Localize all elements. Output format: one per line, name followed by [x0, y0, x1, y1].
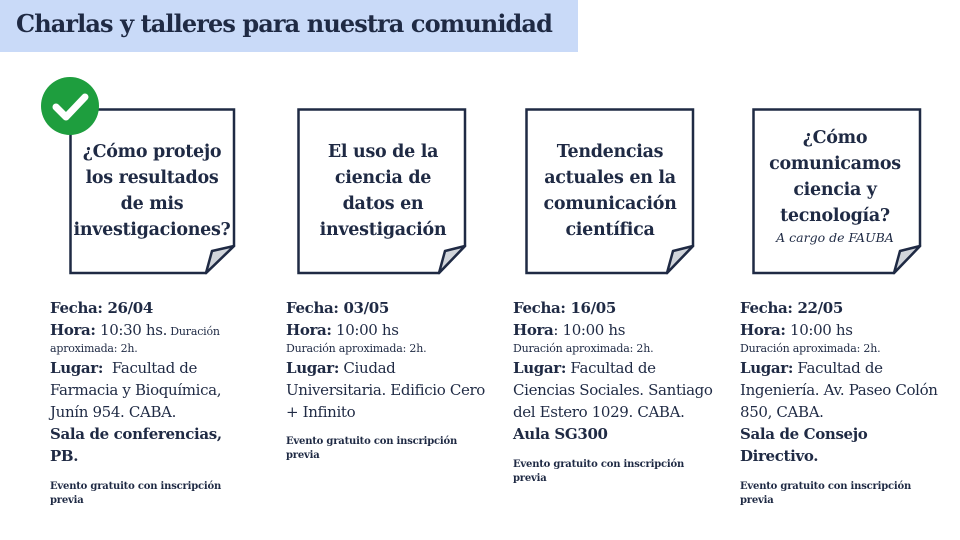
card-title-line: investigaciones?	[73, 220, 231, 240]
lugar-line: Lugar: Facultad de	[740, 357, 944, 379]
lugar-text: Facultad de	[793, 359, 883, 377]
lugar-label: Lugar:	[513, 359, 567, 377]
fecha-line: Fecha: 16/05	[513, 297, 717, 319]
card-title-line: ciencia de	[334, 168, 432, 188]
note-paper-icon	[525, 108, 695, 275]
hora-value: 10:30 hs.	[95, 321, 167, 339]
card-title-line: actuales en la	[544, 168, 676, 188]
fecha-value: 22/05	[792, 299, 843, 317]
duracion-line: Duración aproximada: 2h.	[740, 342, 881, 355]
talk-card-3: Tendencias actuales en la comunicación c…	[525, 108, 763, 275]
fecha-value: 03/05	[338, 299, 389, 317]
hora-label: Hora:	[286, 321, 332, 339]
sala-line: Sala de conferencias, PB.	[50, 425, 222, 465]
card-title-line: tecnología?	[780, 206, 890, 226]
card-title-line: científica	[565, 220, 655, 240]
sala-line: Sala de Consejo Directivo.	[740, 425, 868, 465]
card-title-block: Tendencias actuales en la comunicación c…	[527, 108, 693, 274]
fecha-line: Fecha: 22/05	[740, 297, 944, 319]
hora-line: Hora: 10:00 hs	[740, 319, 944, 341]
hora-line: Hora: 10:00 hs	[513, 319, 717, 341]
card-title-line: investigación	[319, 220, 447, 240]
duracion-line: Duración aproximada: 2h.	[286, 342, 427, 355]
card-title-line: ¿Cómo	[802, 128, 868, 148]
hora-line: Hora: 10:00 hs	[286, 319, 490, 341]
card-subtitle: A cargo de FAUBA	[776, 230, 894, 245]
hora-label: Hora:	[740, 321, 786, 339]
lugar-line: Universitaria. Edificio Cero	[286, 381, 485, 399]
card-title-line: de mis	[120, 194, 184, 214]
lugar-line: + Infinito	[286, 403, 356, 421]
card-title-line: comunicamos	[769, 154, 901, 174]
lugar-label: Lugar:	[50, 359, 104, 377]
page-title: Charlas y talleres para nuestra comunida…	[16, 9, 553, 38]
card-title-line: datos en	[342, 194, 424, 214]
fecha-line: Fecha: 26/04	[50, 297, 254, 319]
talk-details-1: Fecha: 26/04 Hora: 10:30 hs. Duración ap…	[50, 297, 254, 508]
lugar-line: Lugar: Facultad de	[50, 357, 254, 379]
hora-label: Hora:	[50, 321, 96, 339]
note-paper-icon	[69, 108, 236, 275]
card-title-line: Tendencias	[556, 142, 664, 162]
card-title-line: comunicación	[543, 194, 677, 214]
talk-details-4: Fecha: 22/05 Hora: 10:00 hs Duración apr…	[740, 297, 944, 508]
lugar-line: Farmacia y Bioquímica,	[50, 381, 222, 399]
lugar-text: Ciudad	[339, 359, 396, 377]
lugar-line: Lugar: Ciudad	[286, 357, 490, 379]
fecha-label: Fecha:	[286, 299, 339, 317]
free-event-note: Evento gratuito con inscripción previa	[286, 436, 458, 461]
duracion-line: Duración aproximada: 2h.	[513, 342, 654, 355]
fecha-label: Fecha:	[740, 299, 793, 317]
free-event-note: Evento gratuito con inscripción previa	[513, 459, 685, 484]
note-paper-icon	[752, 108, 922, 275]
hora-value: 10:00 hs	[785, 321, 853, 339]
talk-card-1: ¿Cómo protejo los resultados de mis inve…	[69, 108, 307, 275]
lugar-label: Lugar:	[740, 359, 794, 377]
lugar-line: del Estero 1029. CABA.	[513, 403, 685, 421]
card-title-block: El uso de la ciencia de datos en investi…	[300, 108, 466, 274]
free-event-note: Evento gratuito con inscripción previa	[740, 481, 912, 506]
talk-card-4: ¿Cómo comunicamos ciencia y tecnología? …	[752, 108, 960, 275]
check-circle-icon	[41, 77, 99, 135]
hora-line: Hora: 10:30 hs. Duración	[50, 319, 254, 341]
sala-line: Aula SG300	[513, 425, 608, 443]
card-title-line: ¿Cómo protejo	[82, 142, 222, 162]
fecha-label: Fecha:	[513, 299, 566, 317]
card-title-line: los resultados	[85, 168, 219, 188]
hora-value: : 10:00 hs	[553, 321, 626, 339]
free-event-note: Evento gratuito con inscripción previa	[50, 481, 222, 506]
duracion-line: aproximada: 2h.	[50, 342, 138, 355]
lugar-line: Ingeniería. Av. Paseo Colón	[740, 381, 938, 399]
lugar-line: Ciencias Sociales. Santiago	[513, 381, 713, 399]
lugar-line: 850, CABA.	[740, 403, 824, 421]
lugar-line: Junín 954. CABA.	[50, 403, 177, 421]
fecha-value: 26/04	[102, 299, 153, 317]
fecha-line: Fecha: 03/05	[286, 297, 490, 319]
title-band: Charlas y talleres para nuestra comunida…	[0, 0, 578, 52]
card-title-block: ¿Cómo comunicamos ciencia y tecnología? …	[752, 108, 918, 274]
note-paper-icon	[297, 108, 467, 275]
hora-value: 10:00 hs	[331, 321, 399, 339]
fecha-value: 16/05	[565, 299, 616, 317]
lugar-label: Lugar:	[286, 359, 340, 377]
lugar-line: Lugar: Facultad de	[513, 357, 717, 379]
talk-details-2: Fecha: 03/05 Hora: 10:00 hs Duración apr…	[286, 297, 490, 463]
lugar-text: Facultad de	[103, 359, 198, 377]
lugar-text: Facultad de	[566, 359, 656, 377]
card-title-line: ciencia y	[793, 180, 877, 200]
fecha-label: Fecha:	[50, 299, 103, 317]
duracion-inline: Duración	[166, 325, 220, 338]
talk-details-3: Fecha: 16/05 Hora: 10:00 hs Duración apr…	[513, 297, 717, 486]
card-title-line: El uso de la	[327, 142, 439, 162]
card-title-block: ¿Cómo protejo los resultados de mis inve…	[69, 108, 235, 274]
hora-label: Hora	[513, 321, 554, 339]
talk-card-2: El uso de la ciencia de datos en investi…	[297, 108, 535, 275]
